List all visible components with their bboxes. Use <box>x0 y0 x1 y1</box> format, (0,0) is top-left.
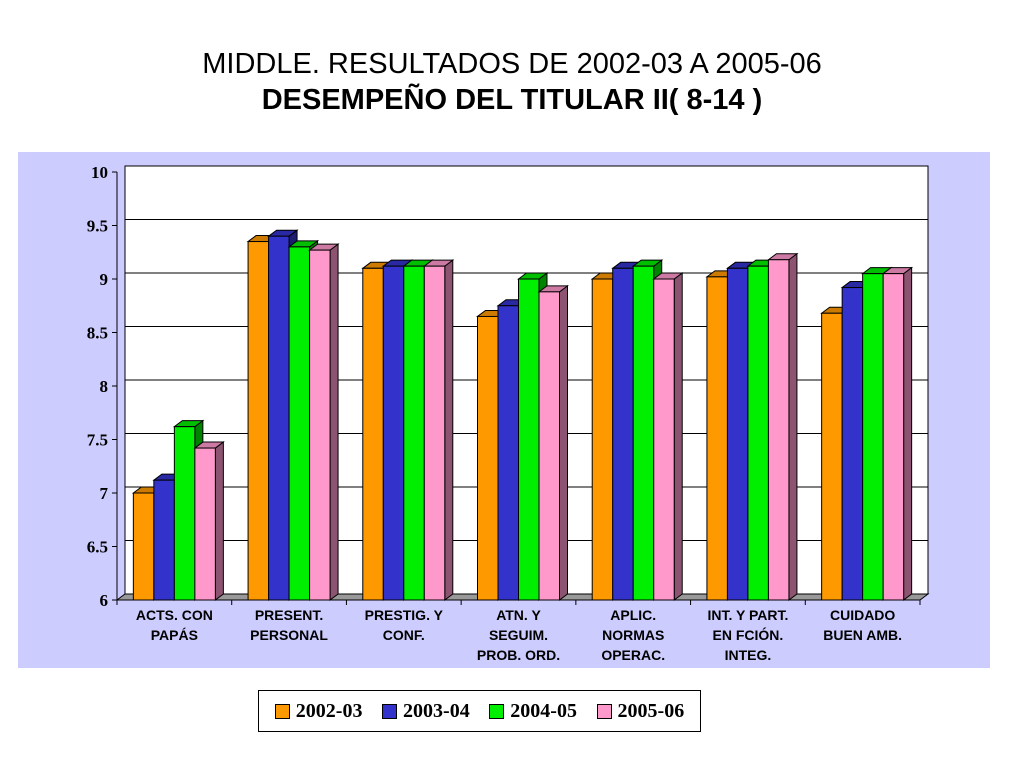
legend-label: 2002-03 <box>295 699 363 722</box>
y-tick-label: 10 <box>91 163 108 182</box>
x-tick-label: SEGUIM. <box>489 627 548 643</box>
bar <box>882 273 905 601</box>
chart-legend: 2002-03 2003-04 2004-05 2005-06 <box>258 690 701 732</box>
bar <box>632 265 655 601</box>
x-tick-label: APLIC. <box>610 607 656 623</box>
bar <box>726 267 749 601</box>
y-tick-label: 7.5 <box>87 431 108 450</box>
bar <box>423 265 446 601</box>
bar <box>288 246 311 601</box>
bar <box>153 479 175 601</box>
legend-item: 2002-03 <box>274 699 363 723</box>
x-tick-label: ATN. Y <box>496 607 541 623</box>
bar <box>653 278 675 601</box>
x-tick-label: PERSONAL <box>250 627 328 643</box>
bar-side <box>673 272 683 601</box>
bar <box>862 273 884 601</box>
legend-item: 2003-04 <box>382 700 470 723</box>
x-tick-label: PAPÁS <box>151 627 198 643</box>
y-tick-label: 8.5 <box>87 324 108 343</box>
x-tick-label: BUEN AMB. <box>823 627 902 643</box>
bar <box>132 492 155 601</box>
bar <box>194 447 216 601</box>
bar <box>612 267 634 601</box>
y-tick-label: 6 <box>100 591 109 610</box>
x-tick-label: PRESENT. <box>255 607 323 623</box>
y-tick-label: 8 <box>100 377 109 396</box>
bar <box>362 267 384 601</box>
bar-side <box>214 441 224 601</box>
chart-title-block: MIDDLE. RESULTADOS DE 2002-03 A 2005-06 … <box>0 46 1024 118</box>
bar <box>247 241 270 601</box>
bar-side <box>444 259 454 601</box>
bar <box>497 305 519 601</box>
bar <box>747 265 769 601</box>
bar <box>706 276 728 601</box>
x-tick-label: PRESTIG. Y <box>365 607 444 623</box>
legend-swatch <box>489 703 505 719</box>
x-tick-label: CONF. <box>383 627 425 643</box>
bar <box>841 287 864 601</box>
bar <box>591 278 614 601</box>
bar <box>309 249 331 601</box>
legend-item: 2004-05 <box>489 700 577 723</box>
x-tick-label: INT. Y PART. <box>707 607 788 623</box>
x-tick-label: ACTS. CON <box>136 607 213 623</box>
legend-swatch <box>382 703 398 719</box>
chart-title: MIDDLE. RESULTADOS DE 2002-03 A 2005-06 <box>202 48 822 80</box>
chart-subtitle: DESEMPEÑO DEL TITULAR II( 8-14 ) <box>261 84 763 116</box>
bar <box>538 291 560 601</box>
x-tick-label: OPERAC. <box>601 647 665 663</box>
bar-side <box>329 243 339 601</box>
x-tick-label: PROB. ORD. <box>477 647 560 663</box>
bar-side <box>788 252 798 601</box>
y-tick-label: 6.5 <box>87 538 108 557</box>
legend-label: 2004-05 <box>510 699 577 722</box>
bar <box>382 265 405 601</box>
bar-side <box>903 266 913 601</box>
y-tick-label: 9.5 <box>87 217 108 236</box>
bar <box>173 426 196 601</box>
legend-item: 2005-06 <box>596 699 685 723</box>
bar-side <box>559 284 568 601</box>
bar <box>767 259 790 601</box>
bar <box>268 235 290 601</box>
legend-swatch <box>274 703 290 719</box>
y-tick-label: 9 <box>100 270 109 289</box>
legend-swatch <box>596 703 612 719</box>
bar <box>403 265 425 601</box>
bar <box>477 315 499 601</box>
x-tick-label: EN FCIÓN. <box>713 626 784 643</box>
y-tick-label: 7 <box>100 484 109 503</box>
x-tick-label: NORMAS <box>602 627 664 643</box>
x-tick-label: INTEG. <box>725 647 772 663</box>
x-tick-label: CUIDADO <box>830 607 895 623</box>
legend-label: 2003-04 <box>403 699 470 722</box>
bar <box>821 312 843 601</box>
legend-label: 2005-06 <box>617 699 685 722</box>
bar <box>518 278 540 601</box>
